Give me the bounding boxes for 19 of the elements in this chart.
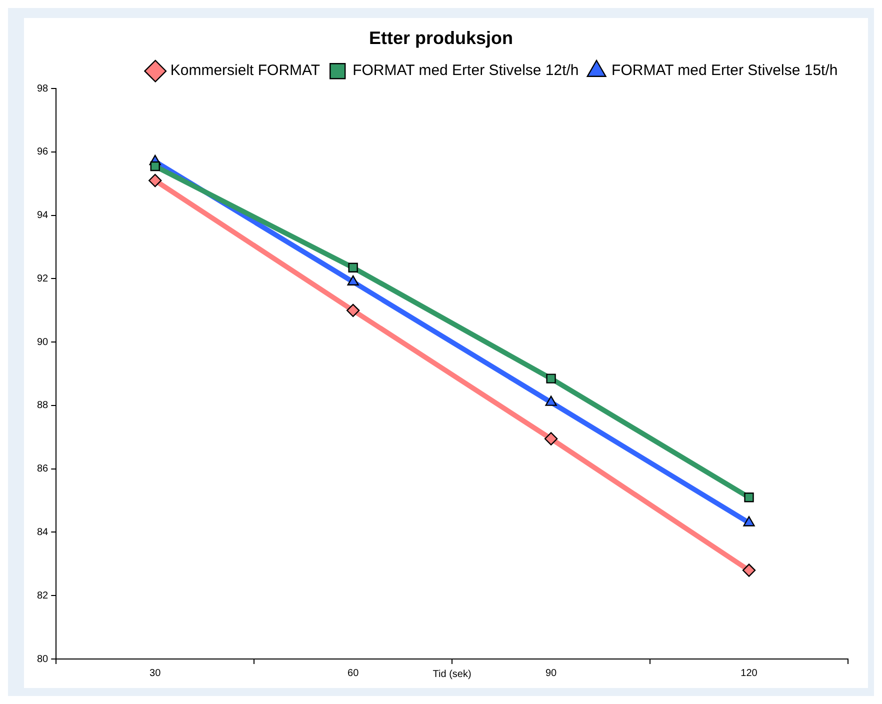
x-axis-title: Tid (sek) bbox=[432, 668, 472, 680]
x-tick-label: 60 bbox=[348, 668, 360, 679]
legend-label: Kommersielt FORMAT bbox=[170, 62, 320, 80]
x-tick-label: 30 bbox=[150, 668, 162, 679]
legend-label: FORMAT med Erter Stivelse 12t/h bbox=[352, 62, 579, 80]
y-tick-label: 84 bbox=[37, 526, 49, 538]
y-tick-label: 92 bbox=[37, 273, 49, 284]
y-tick-label: 94 bbox=[37, 210, 49, 222]
y-tick-label: 88 bbox=[37, 400, 49, 412]
legend-label: FORMAT med Erter Stivelse 15t/h bbox=[612, 62, 838, 80]
x-tick-label: 90 bbox=[545, 668, 558, 679]
chart-title: Etter produksjon bbox=[368, 28, 514, 48]
y-tick-label: 98 bbox=[37, 83, 49, 94]
y-tick-label: 96 bbox=[37, 146, 49, 158]
y-tick-label: 86 bbox=[37, 464, 49, 475]
y-tick-label: 82 bbox=[37, 590, 49, 602]
y-tick-label: 90 bbox=[37, 336, 49, 348]
x-tick-label: 120 bbox=[740, 668, 758, 679]
y-tick-label: 80 bbox=[37, 654, 49, 665]
